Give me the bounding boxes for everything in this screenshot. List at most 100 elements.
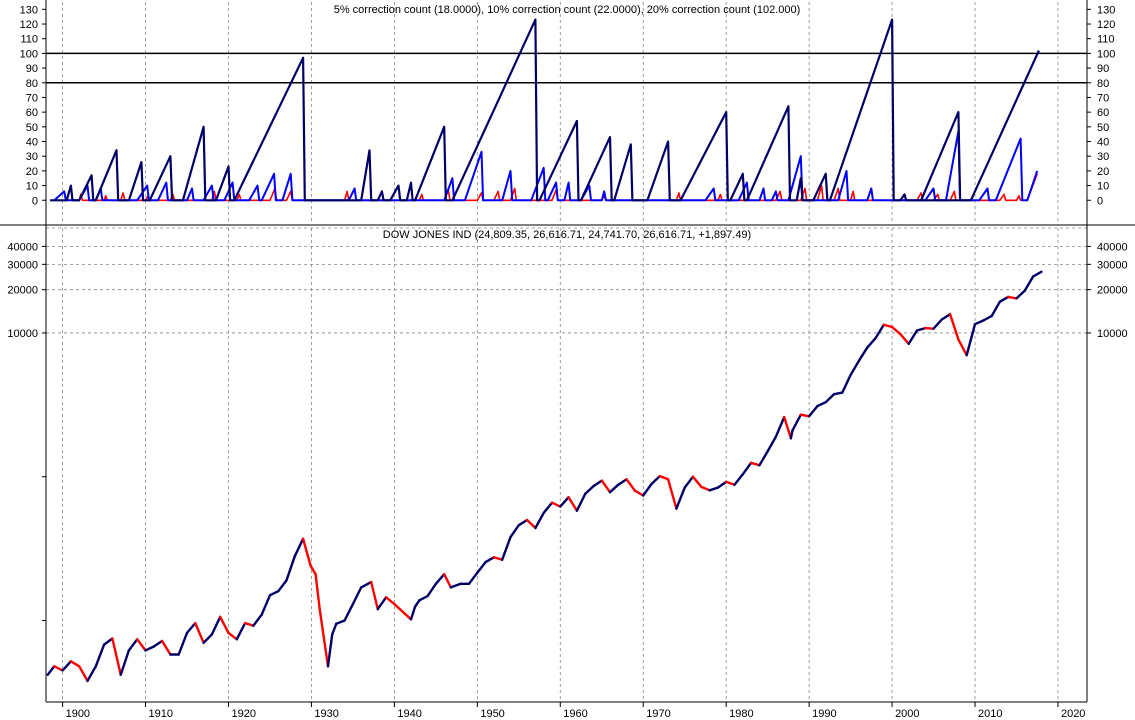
dow-price-segment [301,537,312,567]
x-tick-label: 2020 [1061,708,1085,720]
dow-price-segment [185,621,197,635]
top-right-tick-label: 110 [1097,34,1115,46]
top-right-tick-label: 10 [1097,181,1109,193]
dow-price-segment [94,643,106,668]
dow-price-segment [633,489,645,497]
top-panel-grid [62,2,1059,222]
dow-price-segment [600,479,612,494]
dow-price-segment [749,461,761,467]
dow-price-segment [608,483,620,494]
top-right-tick-label: 70 [1097,92,1109,104]
x-tick-label: 1990 [812,708,836,720]
dow-price-segment [789,429,794,440]
dow-price-segment [484,556,496,564]
dow-price-segment [202,633,214,644]
dow-price-segment [791,413,802,432]
dow-price-segment [351,586,363,606]
top-left-tick-label: 60 [26,107,38,119]
bottom-right-tick-label: 30000 [1097,259,1128,271]
top-right-tick-label: 0 [1097,195,1103,207]
x-tick-label: 1910 [149,708,173,720]
dow-price-segment [534,511,545,530]
dow-price-segment [816,401,827,408]
dow-price-segment [393,602,404,613]
dow-price-segment [642,482,653,497]
dow-price-segment [517,518,529,527]
dow-price-segment [285,555,296,582]
dow-price-segment [849,359,861,377]
top-left-tick-label: 10 [26,181,38,193]
x-tick-label: 1930 [314,708,338,720]
bottom-left-tick-label: 20000 [7,285,38,297]
bottom-right-tick-label: 20000 [1097,285,1128,297]
dow-price-segment [277,579,288,593]
bottom-left-tick-label: 30000 [7,259,38,271]
correction-series-1 [53,130,1039,202]
dow-price-segment [376,596,388,611]
dow-price-segment [741,461,753,476]
x-tick-label: 2000 [895,708,919,720]
top-right-tick-label: 80 [1097,78,1109,90]
x-tick-label: 1950 [480,708,504,720]
top-panel-title: 5% correction count (18.0000), 10% corre… [334,4,801,16]
dow-price-segment [418,594,429,602]
dow-price-segment [907,329,919,345]
dow-price-segment [135,638,147,652]
dow-price-segment [426,582,438,598]
bottom-right-tick-label: 40000 [1097,241,1128,253]
top-right-tick-label: 130 [1097,4,1115,16]
bottom-right-tick-label: 10000 [1097,328,1128,340]
dow-price-segment [61,660,73,672]
dow-price-segment [915,326,927,332]
dow-price-segment [370,580,379,611]
dow-price-segment [501,535,512,561]
dow-price-segment [700,485,711,492]
dow-price-segment [413,599,421,608]
dow-price-segment [683,475,695,489]
correction-count-panel: 0 10 20 30 40 50 60 70 80 90 100 110 120 130 0 10 20 30 4… [20,2,1115,222]
dow-price-segment [144,645,156,652]
bottom-panel-series [46,270,1043,683]
top-panel-right-y-ticks: 0 10 20 30 40 50 60 70 80 90 100 110 120 130 [1087,4,1115,207]
top-panel-left-y-ticks: 0 10 20 30 40 50 60 70 80 90 100 110 120 130 [20,4,46,207]
top-left-tick-label: 130 [20,4,38,16]
dow-price-segment [119,649,131,676]
dow-price-segment [243,621,255,627]
x-tick-label: 1980 [729,708,753,720]
dow-price-segment [309,564,317,576]
top-right-tick-label: 90 [1097,63,1109,75]
dow-price-segment [584,484,595,496]
dow-price-segment [77,665,89,683]
dow-price-segment [716,480,728,489]
dow-price-segment [857,346,869,362]
dow-price-segment [127,638,139,652]
dow-price-segment [758,450,769,467]
dow-price-segment [982,314,993,322]
dow-price-segment [666,478,678,510]
x-tick-label: 1900 [66,708,90,720]
dow-price-segment [973,319,985,326]
dow-price-segment [799,413,811,418]
x-tick-label: 1940 [397,708,421,720]
dow-price-segment [86,665,98,683]
top-right-tick-label: 50 [1097,122,1109,134]
top-right-tick-label: 120 [1097,19,1115,31]
top-left-tick-label: 30 [26,151,38,163]
dow-price-segment [567,496,579,512]
dow-price-segment [708,486,720,492]
bottom-left-tick-label: 40000 [7,241,38,253]
dow-price-segment [542,501,554,515]
dow-price-segment [940,313,952,321]
dow-price-segment [449,582,462,589]
dow-price-segment [260,594,272,616]
top-left-tick-label: 110 [20,34,38,46]
dow-price-segment [592,479,603,488]
top-left-tick-label: 50 [26,122,38,134]
dow-price-segment [1031,270,1043,278]
dow-price-segment [293,537,305,558]
top-panel-reference-lines [46,52,1087,84]
dow-price-segment [807,404,819,418]
top-left-tick-label: 100 [20,48,38,60]
dow-price-segment [434,573,446,585]
top-left-tick-label: 80 [26,78,38,90]
